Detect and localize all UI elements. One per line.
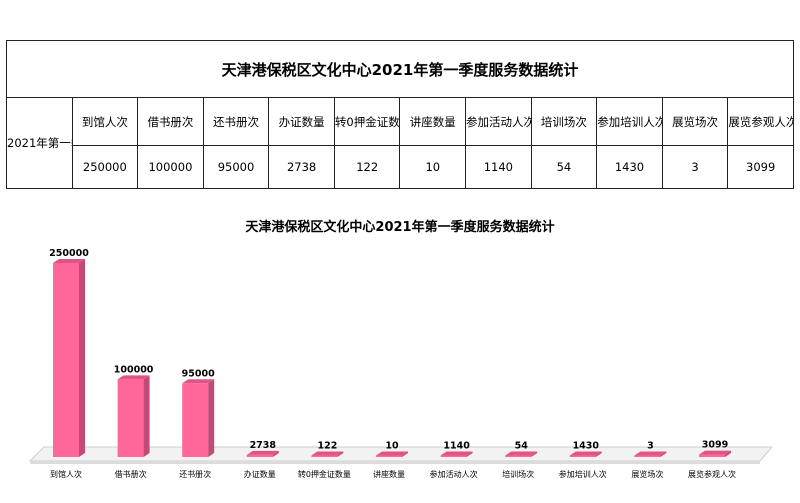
bar-side [272,450,279,457]
category-label-group: 到馆人次 借书册次 还书册次 办证数量 转0押金证数量 讲座数量 参加活动人次 培训场次 参加培… [50,469,736,479]
table-header-cell: 办证数量 [268,96,335,147]
table-title: 天津港保税区文化中心2021年第一季度服务数据统计 [6,40,794,98]
category-label: 讲座数量 [373,469,405,479]
table-header-cell: 展览场次 [661,96,729,147]
category-label: 借书册次 [115,469,147,479]
data-label: 1430 [573,441,600,452]
category-label: 还书册次 [179,469,211,479]
data-label: 10 [385,441,399,452]
bar [699,450,731,457]
bar-top [117,375,150,380]
bar-top [505,451,538,456]
bar-side [660,451,667,457]
bar-side [208,379,215,457]
table-header-cell: 还书册次 [202,96,270,147]
category-label: 展览场次 [631,469,663,479]
bar-side [725,450,731,457]
bar-side [337,451,344,457]
bar-front [634,455,661,457]
bar-side [531,451,538,457]
bar [53,259,85,457]
bar-side [466,451,473,457]
bar [634,451,667,457]
category-label: 参加活动人次 [430,469,478,479]
bar [182,379,215,457]
bar-side [595,451,602,457]
bar-front [311,455,338,457]
bar-chart: 天津港保税区文化中心2021年第一季度服务数据统计 250000 100000 95… [28,219,774,479]
bar-top [440,451,473,456]
bar [311,451,344,457]
table-value-cell: 54 [530,145,598,189]
bar [569,451,602,457]
data-label: 3099 [702,440,728,451]
bar-top [311,451,344,456]
table-value-cell: 95000 [202,145,270,189]
category-label: 展览参观人次 [688,469,736,479]
bar-front [246,454,273,457]
data-label: 54 [515,441,529,452]
row-label: 2021年第一季度 [6,97,73,189]
bar-side [143,375,150,457]
category-label: 到馆人次 [50,469,82,479]
chart-title: 天津港保税区文化中心2021年第一季度服务数据统计 [245,219,554,235]
category-label: 参加培训人次 [559,469,607,479]
table-value-cell: 250000 [71,145,139,189]
bar-front [569,455,596,457]
table-header-cell: 转0押金证数量 [333,96,401,147]
bar [246,450,279,457]
bar-top [376,451,408,456]
bar-top [699,450,731,455]
bar-front [182,383,209,457]
data-label: 122 [317,441,337,452]
bar-front [53,263,79,457]
category-label: 培训场次 [502,469,534,479]
table-value-cell: 1430 [596,145,663,189]
table-value-cell: 122 [333,145,401,189]
bar-top [53,259,85,263]
bar [440,451,473,457]
table-value-cell: 3099 [727,145,794,189]
category-label: 转0押金证数量 [298,469,351,479]
bar [505,451,538,457]
bar-front [505,455,532,457]
bar-front [117,379,144,457]
bar-front [376,455,402,457]
bar-group [53,259,731,457]
table-header-cell: 培训场次 [530,96,598,147]
bar-side [402,451,408,457]
table-header-cell: 展览参观人次 [727,96,794,147]
table-header-cell: 借书册次 [137,96,204,147]
bar-top [182,379,215,384]
table-value-cell: 2738 [268,145,335,189]
data-label: 100000 [114,364,154,375]
table-value-cell: 1140 [465,145,532,189]
bar-top [246,450,279,455]
bar-front [440,455,467,457]
table-header-cell: 讲座数量 [399,96,467,147]
data-label: 95000 [182,368,215,379]
floor-edge [30,461,760,464]
bar-front [699,454,725,457]
bar-top [569,451,602,456]
table-value-cell: 10 [399,145,467,189]
table-value-cell: 100000 [137,145,204,189]
stats-table: 天津港保税区文化中心2021年第一季度服务数据统计 2021年第一季度 到馆人次… [6,40,794,189]
data-label: 1140 [443,441,470,452]
bar-top [634,451,667,456]
bar [117,375,150,457]
table-header-cell: 到馆人次 [71,96,139,147]
data-label: 2738 [250,440,277,451]
bar-side [79,259,85,457]
table-header-cell: 参加活动人次 [465,96,532,147]
data-label-group: 250000 100000 95000 2738 122 10 1140 54 1430 3 309… [49,248,728,452]
data-label: 250000 [49,248,89,259]
table-value-cell: 3 [661,145,729,189]
category-label: 办证数量 [244,469,276,479]
data-label: 3 [647,441,654,452]
table-header-cell: 参加培训人次 [596,96,663,147]
bar [376,451,408,457]
